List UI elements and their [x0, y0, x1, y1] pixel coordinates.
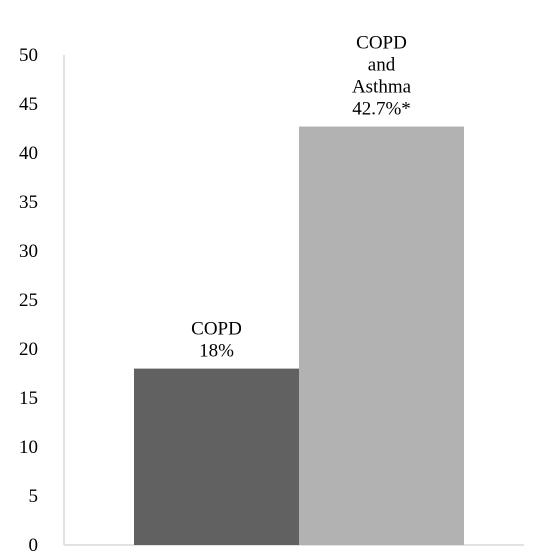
bar-data-label: COPD and Asthma 42.7%* — [352, 33, 412, 120]
y-tick-label: 5 — [29, 486, 39, 507]
bar-data-label: COPD 18% — [191, 319, 242, 362]
bar-2 — [299, 126, 464, 545]
bar-1 — [134, 368, 299, 545]
y-tick-label: 45 — [19, 94, 38, 115]
y-tick-label: 0 — [29, 535, 39, 555]
y-tick-label: 15 — [19, 388, 38, 409]
y-tick-label: 20 — [19, 339, 38, 360]
y-tick-label: 35 — [19, 192, 38, 213]
bar-data-labels: COPD 18% COPD and Asthma 42.7%* — [191, 33, 411, 362]
y-tick-label: 50 — [19, 45, 38, 66]
y-tick-label: 25 — [19, 290, 38, 311]
bars — [134, 126, 464, 545]
y-tick-label: 40 — [19, 143, 38, 164]
y-tick-label: 10 — [19, 437, 38, 458]
y-tick-label: 30 — [19, 241, 38, 262]
